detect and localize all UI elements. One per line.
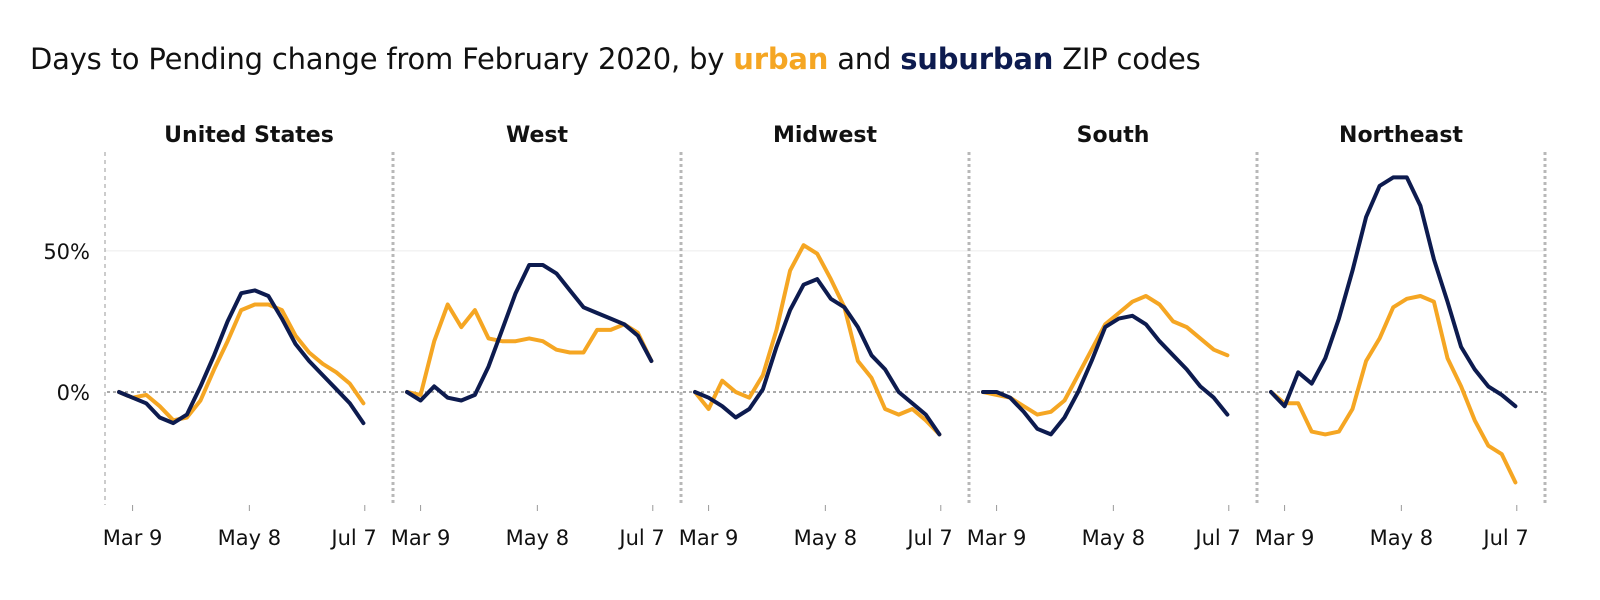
x-tick-label: May 8 xyxy=(218,526,281,550)
suburban-series-line xyxy=(1269,175,1518,409)
urban-series-line xyxy=(693,243,942,437)
x-tick-label: Jul 7 xyxy=(1193,526,1240,550)
x-tick-label: Mar 9 xyxy=(679,526,739,550)
x-tick-label: Jul 7 xyxy=(617,526,664,550)
x-tick-label: Mar 9 xyxy=(391,526,451,550)
x-tick-label: Jul 7 xyxy=(1481,526,1528,550)
suburban-series-line xyxy=(405,263,654,403)
x-tick-label: May 8 xyxy=(794,526,857,550)
x-tick-label: Mar 9 xyxy=(967,526,1027,550)
urban-series-line xyxy=(405,302,654,397)
x-tick-label: May 8 xyxy=(1082,526,1145,550)
x-tick-label: Mar 9 xyxy=(103,526,163,550)
urban-series-line xyxy=(981,294,1230,417)
facet-title: Northeast xyxy=(1339,123,1463,148)
facet-title: South xyxy=(1077,123,1150,148)
chart-title: Days to Pending change from February 202… xyxy=(30,42,1201,76)
x-tick-label: May 8 xyxy=(1370,526,1433,550)
facet-title: United States xyxy=(164,123,334,148)
y-tick-label: 50% xyxy=(43,240,90,264)
x-tick-label: Jul 7 xyxy=(905,526,952,550)
suburban-series-line xyxy=(981,313,1230,437)
facet-title: West xyxy=(506,123,568,148)
title-suburban: suburban xyxy=(900,42,1054,76)
suburban-series-line xyxy=(693,277,942,437)
title-prefix: Days to Pending change from February 202… xyxy=(30,42,734,76)
facet-title: Midwest xyxy=(773,123,878,148)
title-urban: urban xyxy=(733,42,829,76)
x-tick-label: Mar 9 xyxy=(1255,526,1315,550)
title-suffix: ZIP codes xyxy=(1053,42,1201,76)
urban-series-line xyxy=(117,302,366,423)
title-and: and xyxy=(828,42,901,76)
x-tick-label: May 8 xyxy=(506,526,569,550)
x-tick-label: Jul 7 xyxy=(329,526,376,550)
urban-series-line xyxy=(1269,294,1518,485)
suburban-series-line xyxy=(117,288,366,426)
y-tick-label: 0% xyxy=(57,381,90,405)
